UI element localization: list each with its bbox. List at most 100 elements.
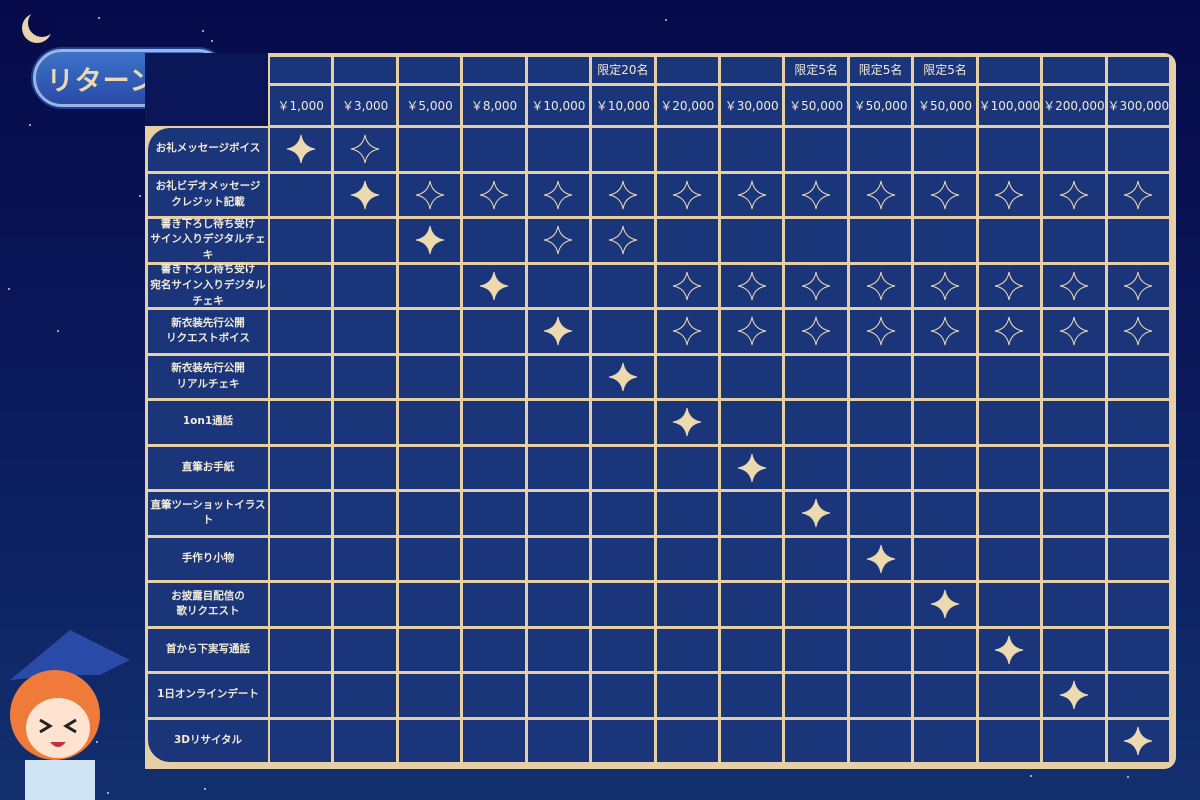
star-dot [202,29,205,32]
outline-star-icon [802,271,831,300]
price-header: ￥10,000 [527,86,590,125]
table-cell [1043,128,1105,171]
table-cell [527,628,590,671]
filled-star-icon [1124,726,1153,755]
table-cell [463,537,525,580]
table-cell [914,355,976,398]
outline-star-icon [930,180,960,209]
table-cell [334,264,396,307]
table-cell [849,264,912,307]
table-cell [1043,719,1105,762]
table-cell [849,537,912,580]
table-cell [463,173,525,216]
table-cell [334,537,396,580]
table-cell [463,401,525,444]
table-cell [721,446,783,489]
table-cell [978,173,1041,216]
table-cell [592,173,654,216]
filled-star-icon [673,408,702,437]
table-cell [978,355,1041,398]
table-cell [914,173,976,216]
table-cell [270,401,332,444]
table-cell [592,401,654,444]
table-cell [334,674,396,717]
table-cell [785,492,847,535]
table-cell [914,128,976,171]
table-cell [527,446,590,489]
table-cell [1043,583,1105,626]
outline-star-icon [479,180,509,209]
table-cell [785,583,847,626]
table-cell [527,719,590,762]
table-cell [398,355,461,398]
star-dot [107,792,110,795]
outline-star-icon [1124,271,1153,300]
filled-star-icon [995,635,1024,664]
outline-star-icon [737,180,766,209]
table-cell [1107,583,1169,626]
outline-star-icon [673,317,702,346]
table-cell [398,310,461,353]
outline-star-icon [1059,271,1088,300]
table-cell [334,173,396,216]
filled-star-icon [608,362,637,391]
outline-star-icon [995,317,1024,346]
row-label: 1日オンラインデート [148,674,268,717]
table-cell [849,628,912,671]
outline-star-icon [544,180,573,209]
filled-star-icon [286,135,315,164]
table-cell [1107,264,1169,307]
table-cell [463,219,525,262]
table-cell [721,537,783,580]
table-cell [914,264,976,307]
star-dot [665,19,668,22]
table-cell [656,310,718,353]
table-cell [527,674,590,717]
table-cell [592,537,654,580]
table-cell [656,401,718,444]
table-cell [978,446,1041,489]
outline-star-icon [995,271,1024,300]
table-cell [1107,173,1169,216]
outline-star-icon [1059,317,1088,346]
table-cell [398,583,461,626]
table-cell [914,537,976,580]
outline-star-icon [737,317,766,346]
price-header: ￥8,000 [463,86,525,125]
price-header: ￥50,000 [849,86,912,125]
outline-star-icon [866,317,895,346]
table-cell [463,583,525,626]
table-cell [849,128,912,171]
table-cell [978,674,1041,717]
table-cell [1043,674,1105,717]
limit-label [334,57,396,83]
row-label: 1on1通話 [148,401,268,444]
table-cell [978,401,1041,444]
table-cell [1107,355,1169,398]
filled-star-icon [1059,681,1088,710]
table-cell [463,310,525,353]
table-cell [592,310,654,353]
table-cell [1107,628,1169,671]
table-cell [1107,219,1169,262]
outline-star-icon [1124,317,1153,346]
limit-label [1043,57,1105,83]
outline-star-icon [673,180,702,209]
filled-star-icon [802,499,831,528]
table-cell [592,492,654,535]
table-cell [849,719,912,762]
table-cell [656,446,718,489]
table-cell [849,446,912,489]
star-dot [8,287,11,290]
table-cell [270,628,332,671]
limit-label [721,57,783,83]
table-cell [978,310,1041,353]
table-cell [656,219,718,262]
limit-label [656,57,718,83]
table-cell [978,264,1041,307]
table-cell [398,628,461,671]
table-cell [785,128,847,171]
table-cell [463,355,525,398]
star-dot [95,740,98,743]
table-cell [1107,401,1169,444]
